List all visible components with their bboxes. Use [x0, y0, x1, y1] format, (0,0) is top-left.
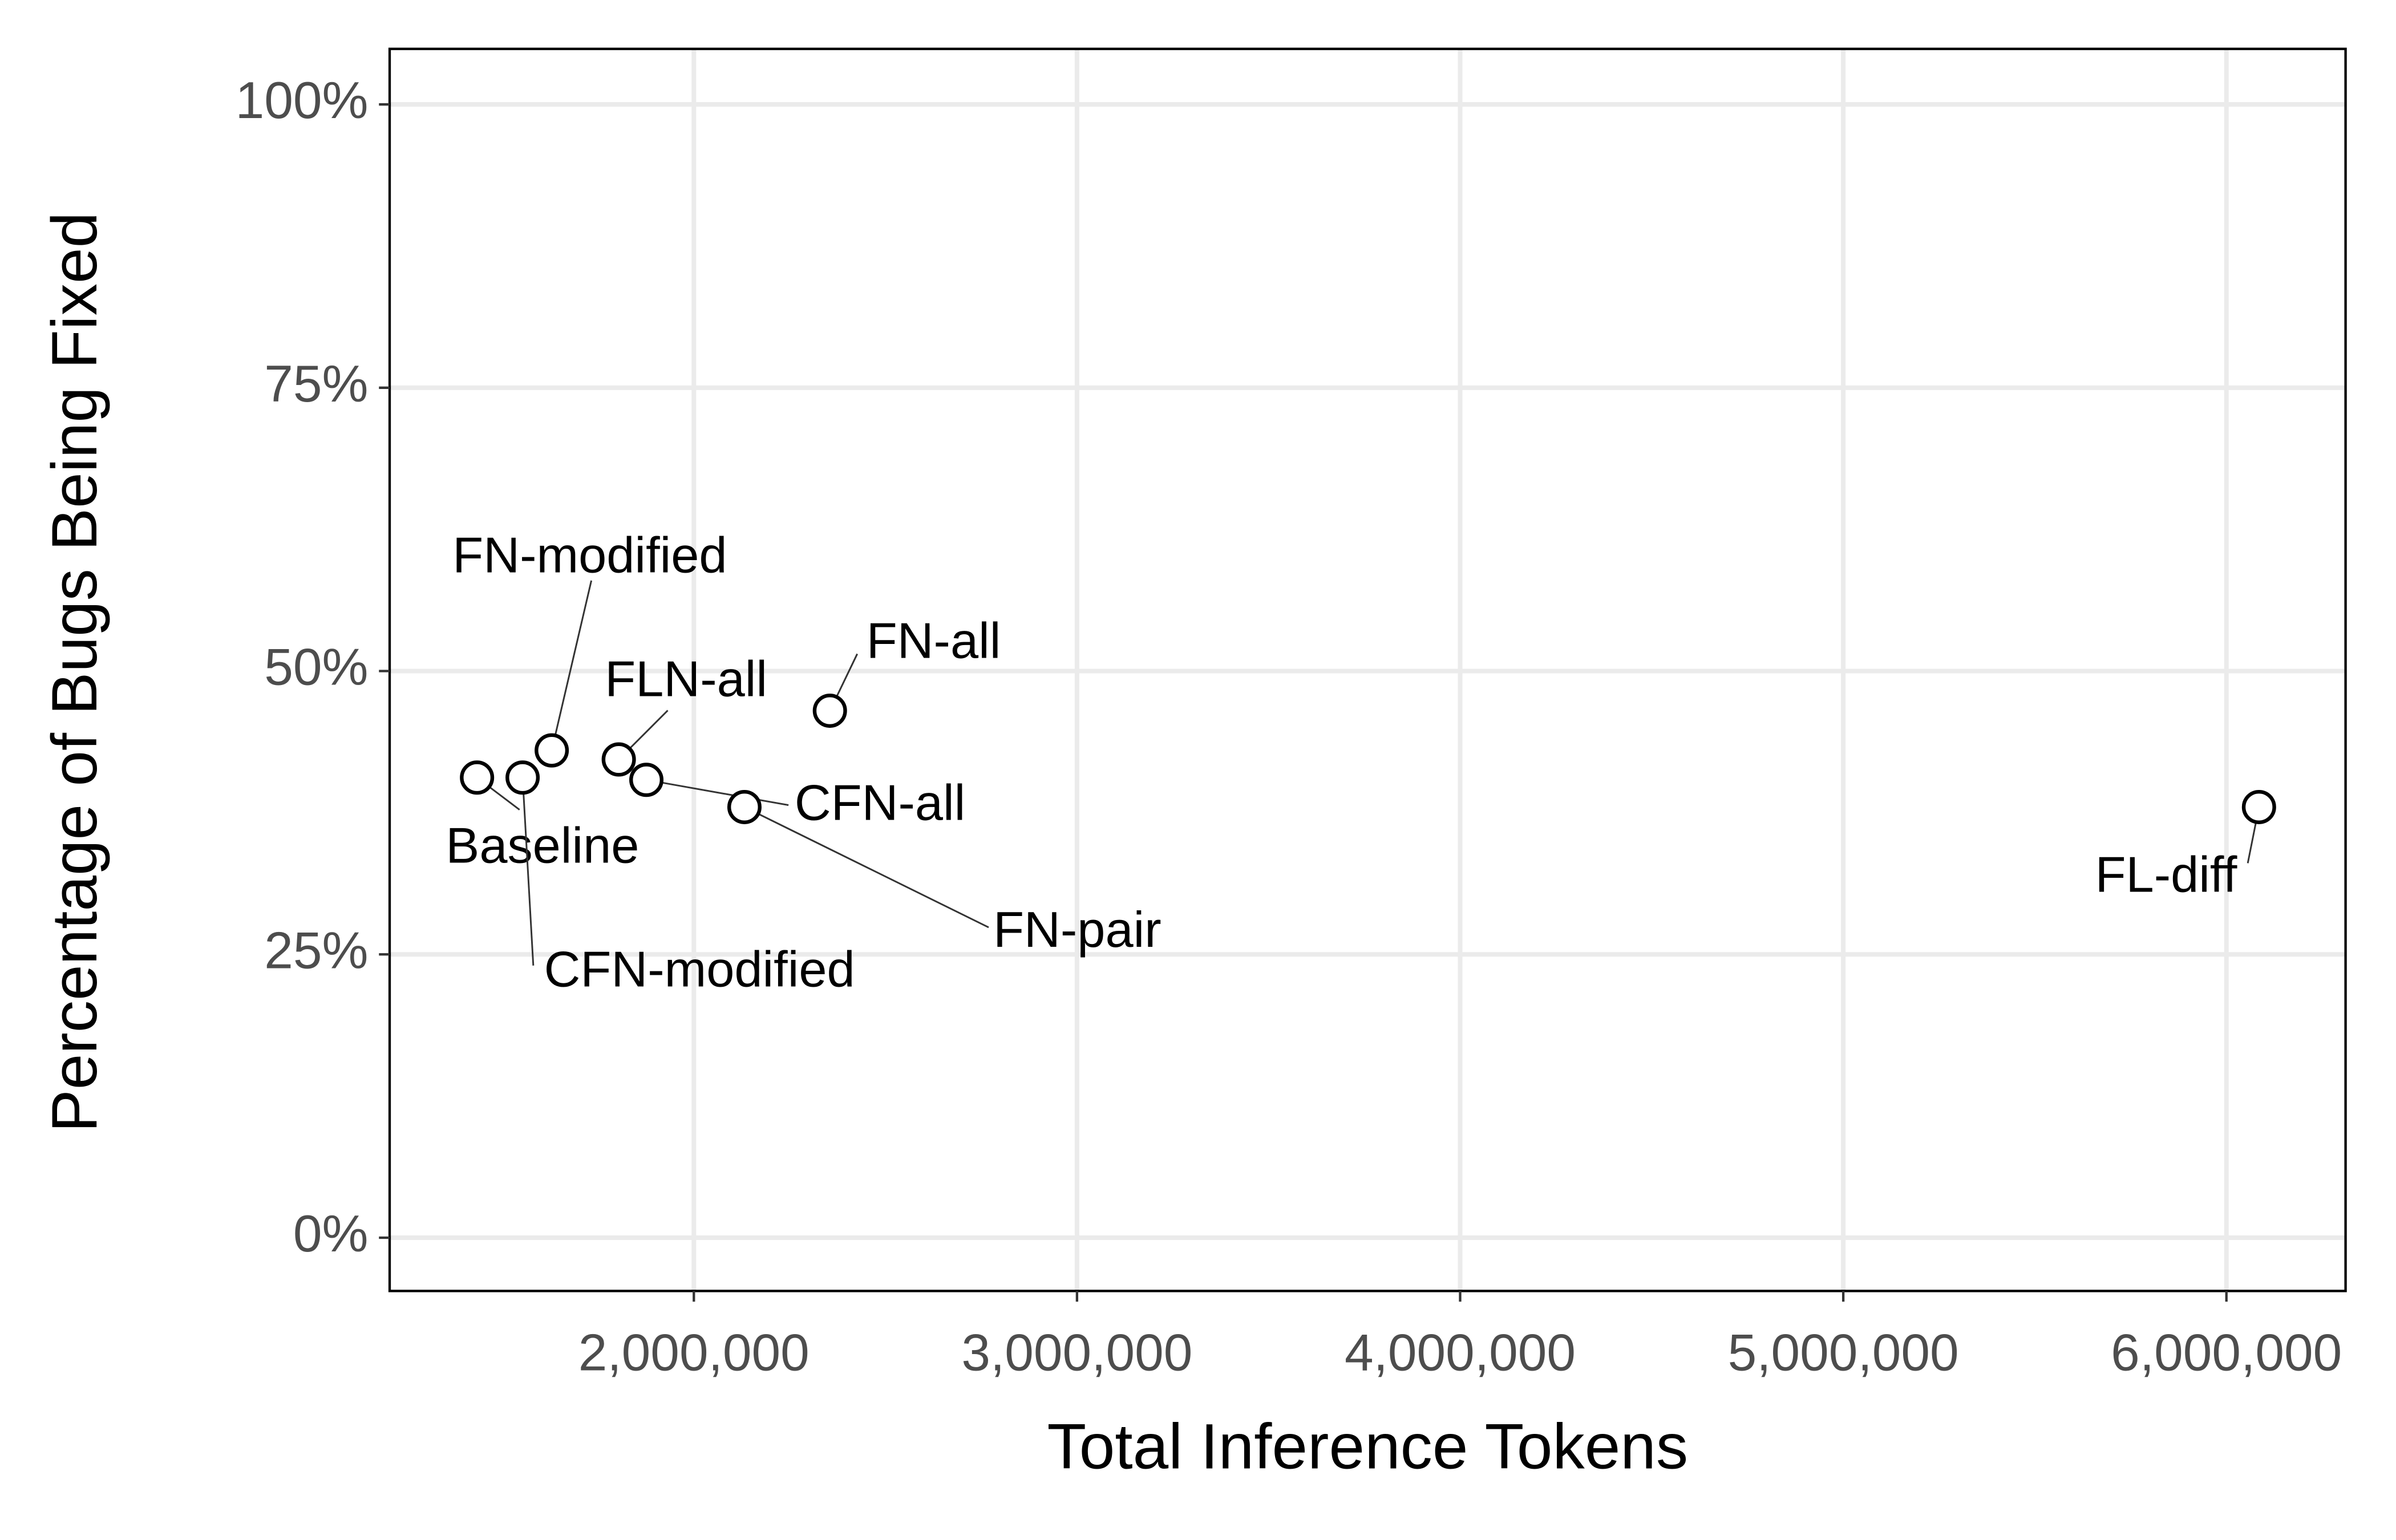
point-label: FL-diff	[2095, 846, 2237, 903]
x-tick-label: 4,000,000	[1345, 1324, 1576, 1382]
x-tick-label: 6,000,000	[2111, 1324, 2342, 1382]
y-tick-label: 100%	[236, 72, 369, 129]
point	[601, 742, 636, 777]
y-tick-label: 0%	[293, 1205, 369, 1263]
y-tick-label: 75%	[264, 355, 368, 413]
point-label: FN-pair	[993, 901, 1161, 958]
leader-line	[551, 580, 593, 751]
point-label: Baseline	[446, 817, 639, 874]
point-label: FN-all	[867, 613, 1001, 669]
x-tick-label: 2,000,000	[578, 1324, 810, 1382]
y-axis-title: Percentage of Bugs Being Fixed	[38, 212, 110, 1133]
marks: Baseline CFN-modified FN-modified FLN-all CF…	[446, 527, 2276, 998]
point-label: FLN-all	[605, 651, 767, 707]
leader-line	[646, 779, 789, 807]
point-label: CFN-modified	[544, 941, 855, 998]
point-label: FN-modified	[452, 527, 727, 583]
point	[727, 789, 762, 824]
point	[505, 760, 540, 795]
point	[535, 733, 569, 768]
point	[460, 760, 495, 795]
point	[2241, 789, 2276, 824]
point	[812, 694, 847, 728]
y-tick-label: 50%	[264, 639, 368, 696]
grid	[390, 48, 2346, 1291]
x-axis-title: Total Inference Tokens	[1047, 1410, 1689, 1482]
point	[629, 763, 664, 797]
leader-line	[521, 777, 535, 966]
point-label: CFN-all	[795, 775, 965, 831]
x-tick-label: 5,000,000	[1728, 1324, 1959, 1382]
leader-line	[744, 806, 989, 929]
x-tick-label: 3,000,000	[961, 1324, 1192, 1382]
y-tick-label: 25%	[264, 922, 368, 979]
